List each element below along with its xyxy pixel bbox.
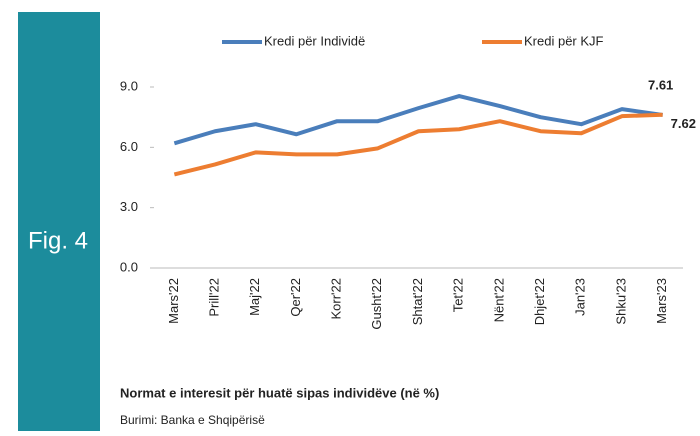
x-tick-label: Mars'23 (654, 278, 669, 324)
y-tick-label: 3.0 (120, 199, 138, 214)
line (173, 94, 663, 146)
x-tick-label: Dhjet'22 (532, 278, 547, 325)
x-tick-label: Shtat'22 (410, 278, 425, 325)
x-tick-label: Mars'22 (166, 278, 181, 324)
caption: Normat e interesit për huatë sipas indiv… (120, 385, 439, 400)
y-tick-label: 9.0 (120, 78, 138, 93)
x-tick-label: Tet'22 (451, 278, 466, 312)
legend-label: Kredi për Individë (264, 33, 365, 48)
data-label: 7.61 (648, 77, 673, 92)
source: Burimi: Banka e Shqipërisë (120, 413, 265, 427)
x-tick-label: Shku'23 (613, 278, 628, 325)
x-tick-label: Gusht'22 (369, 278, 384, 330)
y-tick-label: 6.0 (120, 139, 138, 154)
x-tick-label: Qer'22 (288, 278, 303, 317)
x-tick-label: Prill'22 (206, 278, 221, 317)
line (173, 112, 663, 177)
sidebar (18, 12, 100, 431)
x-tick-label: Korr'22 (329, 278, 344, 320)
x-tick-label: Jan'23 (573, 278, 588, 316)
figure-label: Fig. 4 (28, 227, 88, 254)
y-tick-label: 0.0 (120, 259, 138, 274)
legend-label: Kredi për KJF (524, 33, 604, 48)
x-tick-label: Maj'22 (247, 278, 262, 316)
x-tick-label: Nënt'22 (491, 278, 506, 322)
data-label: 7.62 (671, 116, 696, 131)
